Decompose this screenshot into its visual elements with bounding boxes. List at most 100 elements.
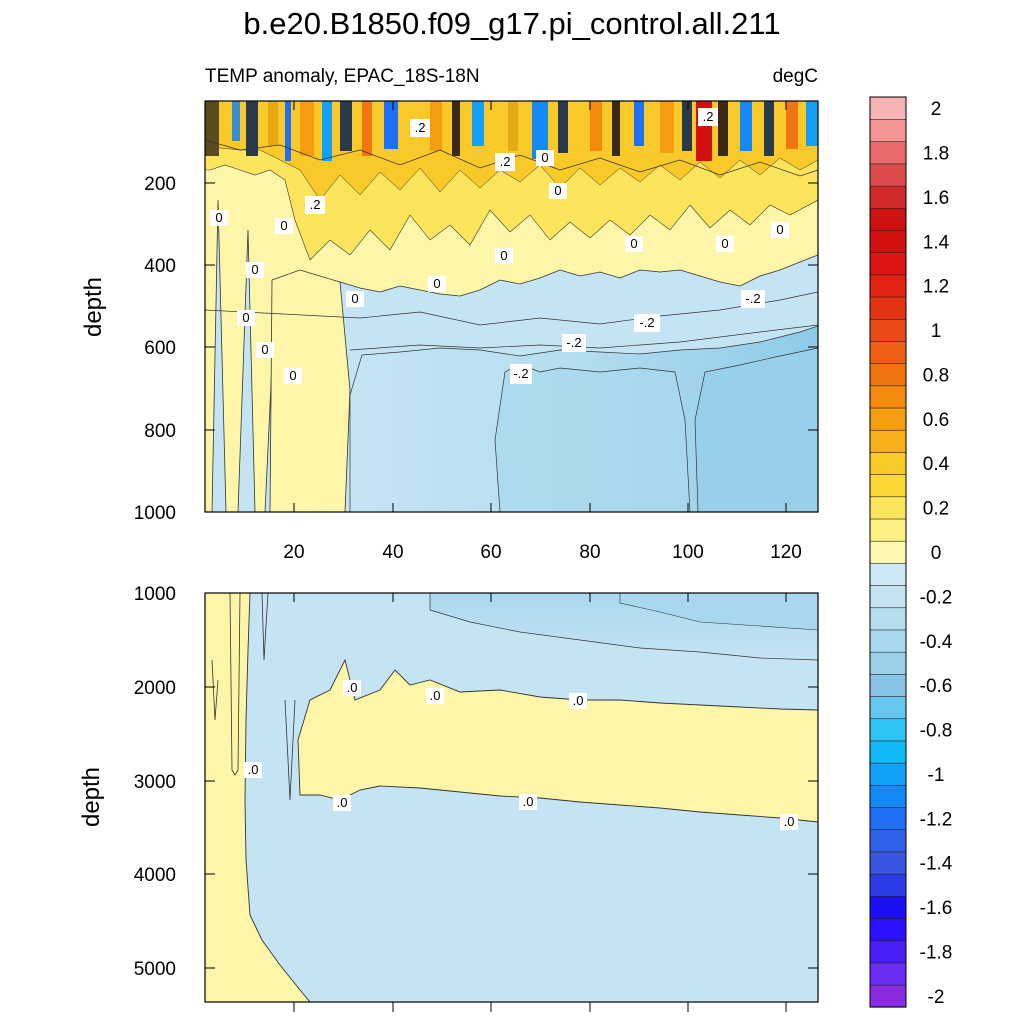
x-tick-100: 100	[672, 542, 704, 563]
colorbar-box	[869, 584, 907, 609]
svg-text:.0: .0	[573, 693, 584, 708]
contour-label: 0	[625, 236, 643, 252]
colorbar-tick-label: -0.8	[920, 721, 953, 742]
colorbar-tick-label: 1.8	[923, 144, 949, 165]
colorbar-box	[869, 917, 907, 942]
colorbar-box	[869, 185, 907, 209]
svg-text:.2: .2	[415, 120, 426, 135]
lower-field	[205, 593, 818, 1002]
upper-y-tick-labels: 200 400 600 800 1000	[134, 174, 176, 524]
contour-label: 0	[346, 291, 364, 307]
svg-text:0: 0	[554, 183, 561, 198]
colorbar-box	[869, 940, 907, 964]
upper-y-tick-800: 800	[144, 421, 176, 442]
lower-cold-core	[619, 593, 818, 631]
contour-label: .0	[244, 762, 262, 778]
svg-text:0: 0	[541, 150, 548, 165]
contour-label: .2	[698, 108, 718, 126]
colorbar-tick-label: -1	[928, 765, 945, 786]
svg-text:.0: .0	[430, 688, 441, 703]
colorbar-box	[869, 762, 907, 786]
colorbar-box	[869, 429, 907, 453]
colorbar-box	[869, 607, 907, 631]
colorbar-box	[869, 518, 907, 542]
contour-label: -.2	[510, 364, 532, 384]
colorbar-box	[869, 984, 907, 1008]
figure-title: b.e20.B1850.f09_g17.pi_control.all.211	[243, 6, 780, 41]
colorbar-boxes	[869, 96, 907, 1008]
contour-label: .0	[569, 693, 587, 709]
colorbar-box	[869, 629, 907, 653]
lower-contour-labels: .0 .0 .0 .0 .0 .0 .0	[244, 680, 798, 830]
lower-frame	[204, 592, 819, 1003]
upper-y-tick-400: 400	[144, 256, 176, 277]
svg-text:.0: .0	[347, 680, 358, 695]
svg-text:.0: .0	[337, 795, 348, 810]
upper-east-cold-region	[694, 347, 818, 512]
upper-y-tick-600: 600	[144, 338, 176, 359]
upper-frame	[204, 100, 819, 513]
x-tick-40: 40	[382, 542, 403, 563]
svg-text:0: 0	[776, 222, 783, 237]
x-tick-20: 20	[283, 542, 304, 563]
colorbar-box	[869, 806, 907, 831]
upper-west-warm-column	[269, 269, 351, 512]
upper-axis-ticks	[205, 101, 818, 512]
svg-text:.0: .0	[248, 762, 259, 777]
contour-label: .0	[333, 795, 351, 811]
contour-label: 0	[275, 218, 293, 234]
panel-subtitle-left: TEMP anomaly, EPAC_18S-18N	[205, 66, 480, 87]
svg-text:-.2: -.2	[566, 335, 581, 350]
colorbar-tick-label: 0.2	[923, 499, 949, 520]
contour-label: -.2	[562, 334, 586, 352]
colorbar-box	[869, 318, 907, 342]
x-tick-80: 80	[579, 542, 600, 563]
svg-text:0: 0	[500, 248, 507, 263]
svg-text:0: 0	[280, 218, 287, 233]
upper-deeper-cold-region	[494, 363, 691, 512]
upper-x-tick-labels: 20 40 60 80 100 120	[283, 542, 801, 563]
colorbar-box	[869, 296, 907, 320]
contour-label: 0	[716, 236, 734, 252]
colorbar-box	[869, 873, 907, 897]
lower-y-tick-3000: 3000	[134, 772, 176, 793]
lower-y-tick-5000: 5000	[134, 959, 176, 980]
contour-label: 0	[210, 210, 228, 226]
contour-label: 0	[237, 310, 255, 326]
colorbar-tick-label: 1.6	[923, 188, 949, 209]
colorbar-box	[869, 363, 907, 387]
colorbar-box	[869, 562, 907, 586]
svg-text:-.2: -.2	[745, 291, 760, 306]
colorbar-tick-label: 1.4	[923, 232, 950, 253]
colorbar-tick-label: -1.4	[920, 854, 953, 875]
colorbar-box	[869, 274, 907, 298]
colorbar-tick-label: -1.8	[920, 943, 953, 964]
lower-y-tick-2000: 2000	[134, 678, 176, 699]
colorbar-box	[869, 829, 907, 853]
svg-text:0: 0	[630, 236, 637, 251]
upper-y-tick-200: 200	[144, 174, 176, 195]
colorbar-box	[869, 474, 907, 498]
colorbar-labels: 2 1.8 1.6 1.4 1.2 1 0.8 0.6 0.4 0.2 0 -0.2 -0.4 -0.6 -…	[920, 99, 953, 1008]
x-tick-120: 120	[770, 542, 802, 563]
contour-label: .2	[305, 196, 325, 214]
contour-label: .0	[343, 680, 361, 696]
upper-y-axis-label: depth	[80, 277, 107, 337]
colorbar-box	[869, 252, 907, 276]
svg-text:.2: .2	[500, 154, 511, 169]
colorbar-box	[869, 851, 907, 875]
svg-text:0: 0	[251, 262, 258, 277]
upper-panel: 200 400 600 800 1000 20 40 60 80 100 120…	[80, 100, 819, 563]
colorbar-tick-label: 0.4	[923, 454, 950, 475]
lower-panel: 1000 2000 3000 4000 5000 depth .0 .0 .0 …	[78, 584, 819, 1012]
colorbar-box	[869, 496, 907, 520]
svg-text:-.2: -.2	[513, 366, 528, 381]
colorbar-tick-label: 2	[931, 99, 942, 120]
contour-label: 0	[771, 222, 789, 238]
colorbar-tick-label: -0.2	[920, 587, 953, 608]
svg-text:0: 0	[721, 236, 728, 251]
svg-text:.2: .2	[703, 109, 714, 124]
colorbar-tick-label: -0.4	[920, 632, 953, 653]
lower-y-tick-1000: 1000	[134, 584, 176, 605]
